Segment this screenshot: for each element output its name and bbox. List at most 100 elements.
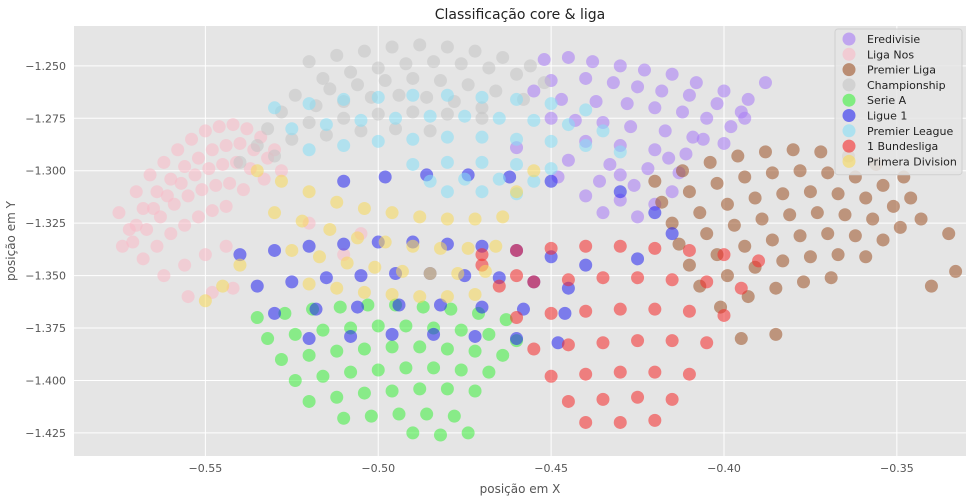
data-point bbox=[302, 55, 316, 69]
data-point bbox=[185, 132, 199, 146]
data-point bbox=[250, 279, 264, 293]
data-point bbox=[458, 109, 472, 123]
data-point bbox=[319, 271, 333, 285]
data-point bbox=[561, 153, 575, 167]
data-point bbox=[285, 243, 299, 257]
data-point bbox=[423, 267, 437, 281]
data-point bbox=[406, 88, 420, 102]
data-point bbox=[351, 78, 365, 92]
data-point bbox=[368, 260, 382, 274]
data-point bbox=[433, 241, 447, 255]
data-point bbox=[755, 212, 769, 226]
data-point bbox=[302, 97, 316, 111]
data-point bbox=[503, 170, 517, 184]
data-point bbox=[613, 415, 627, 429]
data-point bbox=[433, 74, 447, 88]
data-point bbox=[675, 164, 689, 178]
data-point bbox=[309, 302, 323, 316]
data-point bbox=[482, 61, 496, 75]
data-point bbox=[510, 92, 524, 106]
data-point bbox=[475, 130, 489, 144]
data-point bbox=[354, 124, 368, 138]
data-point bbox=[219, 139, 233, 153]
data-point bbox=[579, 189, 593, 203]
data-point bbox=[385, 287, 399, 301]
legend-marker bbox=[842, 154, 856, 168]
data-point bbox=[406, 426, 420, 440]
data-point bbox=[561, 394, 575, 408]
y-tick-label: −1.350 bbox=[25, 270, 66, 283]
data-point bbox=[427, 55, 441, 69]
data-point bbox=[637, 63, 651, 77]
data-point bbox=[603, 157, 617, 171]
y-tick-label: −1.250 bbox=[25, 60, 66, 73]
data-point bbox=[738, 111, 752, 125]
data-point bbox=[337, 411, 351, 425]
legend-label: Championship bbox=[867, 79, 946, 92]
data-point bbox=[268, 243, 282, 257]
data-point bbox=[765, 166, 779, 180]
data-point bbox=[682, 367, 696, 381]
data-point bbox=[586, 55, 600, 69]
data-point bbox=[720, 197, 734, 211]
data-point bbox=[330, 195, 344, 209]
data-point bbox=[389, 122, 403, 136]
data-point bbox=[703, 155, 717, 169]
data-point bbox=[551, 336, 565, 350]
data-point bbox=[440, 290, 454, 304]
data-point bbox=[475, 90, 489, 104]
data-point bbox=[427, 361, 441, 375]
data-point bbox=[748, 191, 762, 205]
data-point bbox=[451, 267, 465, 281]
data-point bbox=[233, 248, 247, 262]
x-axis-label: posição em X bbox=[480, 482, 561, 496]
data-point bbox=[219, 199, 233, 213]
data-point bbox=[665, 185, 679, 199]
legend-label: 1 Bundesliga bbox=[867, 140, 938, 153]
data-point bbox=[596, 336, 610, 350]
data-point bbox=[333, 300, 347, 314]
data-point bbox=[461, 78, 475, 92]
data-point bbox=[150, 185, 164, 199]
legend-marker bbox=[842, 124, 856, 138]
data-point bbox=[288, 88, 302, 102]
data-point bbox=[596, 206, 610, 220]
data-point bbox=[648, 143, 662, 157]
data-point bbox=[554, 92, 568, 106]
data-point bbox=[589, 95, 603, 109]
data-point bbox=[302, 332, 316, 346]
data-point bbox=[682, 185, 696, 199]
data-point bbox=[904, 191, 918, 205]
data-point bbox=[440, 382, 454, 396]
data-point bbox=[648, 365, 662, 379]
data-point bbox=[655, 195, 669, 209]
data-point bbox=[579, 367, 593, 381]
data-point bbox=[223, 176, 237, 190]
data-point bbox=[468, 44, 482, 58]
data-point bbox=[510, 269, 524, 283]
data-point bbox=[544, 306, 558, 320]
data-point bbox=[129, 185, 143, 199]
data-point bbox=[357, 285, 371, 299]
data-point bbox=[596, 124, 610, 138]
data-point bbox=[423, 109, 437, 123]
data-point bbox=[700, 275, 714, 289]
data-point bbox=[351, 231, 365, 245]
data-point bbox=[440, 88, 454, 102]
data-point bbox=[236, 183, 250, 197]
y-tick-label: −1.375 bbox=[25, 322, 66, 335]
data-point bbox=[164, 227, 178, 241]
data-point bbox=[579, 304, 593, 318]
data-point bbox=[440, 342, 454, 356]
grid-layer bbox=[74, 26, 966, 456]
data-point bbox=[496, 50, 510, 64]
data-point bbox=[357, 342, 371, 356]
data-point bbox=[302, 239, 316, 253]
data-point bbox=[323, 82, 337, 96]
plot-background bbox=[74, 26, 966, 456]
data-point bbox=[561, 273, 575, 287]
data-point bbox=[613, 239, 627, 253]
data-point bbox=[198, 294, 212, 308]
data-point bbox=[475, 111, 489, 125]
